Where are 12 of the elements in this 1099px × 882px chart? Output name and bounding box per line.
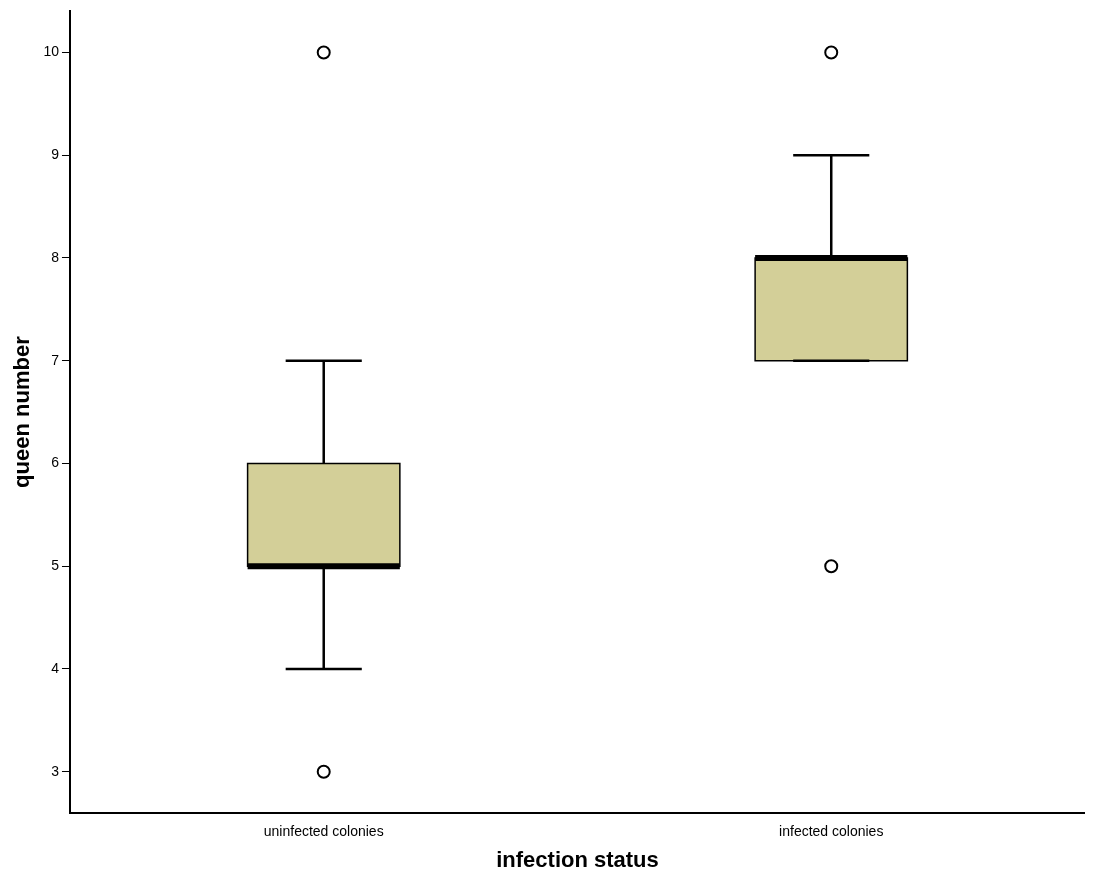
y-tick-label: 6 [51,454,60,471]
y-tick-label: 5 [51,557,60,574]
x-axis-title: infection status [496,846,659,872]
y-tick-label: 4 [51,659,60,676]
y-tick-label: 9 [51,146,60,163]
x-tick-label: infected colonies [779,823,884,840]
x-tick-label: uninfected colonies [263,823,384,840]
y-tick-label: 10 [43,43,60,60]
y-tick-label: 8 [51,248,60,265]
y-axis-title: queen number [9,335,35,488]
y-tick-label: 7 [51,351,60,368]
y-tick-label: 3 [51,762,60,779]
